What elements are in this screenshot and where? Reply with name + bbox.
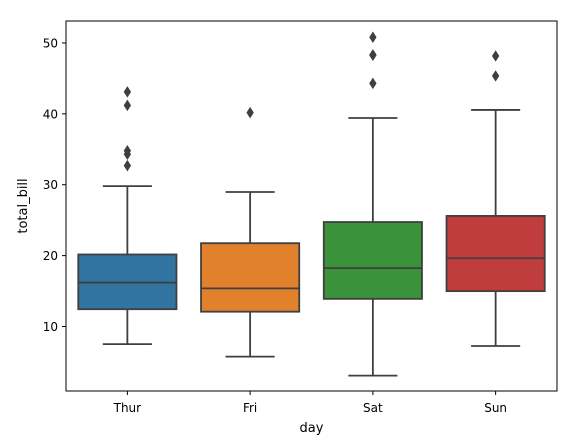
box-group-sat xyxy=(322,31,423,377)
box-sun xyxy=(445,215,546,293)
outlier-point xyxy=(369,31,377,43)
x-tick-label: Fri xyxy=(243,401,257,415)
y-tick-label: 20 xyxy=(43,249,58,263)
x-tick-label: Sun xyxy=(484,401,507,415)
outlier-point xyxy=(491,50,500,62)
x-axis-label: day xyxy=(300,421,324,436)
outlier-point xyxy=(123,159,132,172)
box-group-sun xyxy=(445,50,546,347)
outlier-point xyxy=(369,77,377,90)
x-axis-ticks: Thur Fri Sat Sun xyxy=(113,391,507,415)
box-group-thur xyxy=(77,86,178,346)
y-tick-label: 50 xyxy=(43,36,58,50)
y-tick-label: 30 xyxy=(43,178,58,192)
box-fri xyxy=(200,242,301,313)
outlier-point xyxy=(491,70,500,82)
x-tick-label: Thur xyxy=(113,401,142,415)
box-sat xyxy=(322,221,423,300)
outlier-point xyxy=(123,86,132,98)
outlier-point xyxy=(246,106,254,119)
y-tick-label: 40 xyxy=(43,107,58,121)
y-axis-label: total_bill xyxy=(16,178,31,233)
y-tick-label: 10 xyxy=(43,320,58,334)
plot-frame xyxy=(65,20,558,392)
outlier-point xyxy=(369,49,377,61)
y-axis-ticks: 10 20 30 40 50 xyxy=(43,36,66,334)
x-tick-label: Sat xyxy=(363,401,383,415)
plot-content xyxy=(77,31,546,377)
box-group-fri xyxy=(200,106,301,358)
outlier-point xyxy=(123,144,132,157)
outlier-point xyxy=(123,99,132,112)
